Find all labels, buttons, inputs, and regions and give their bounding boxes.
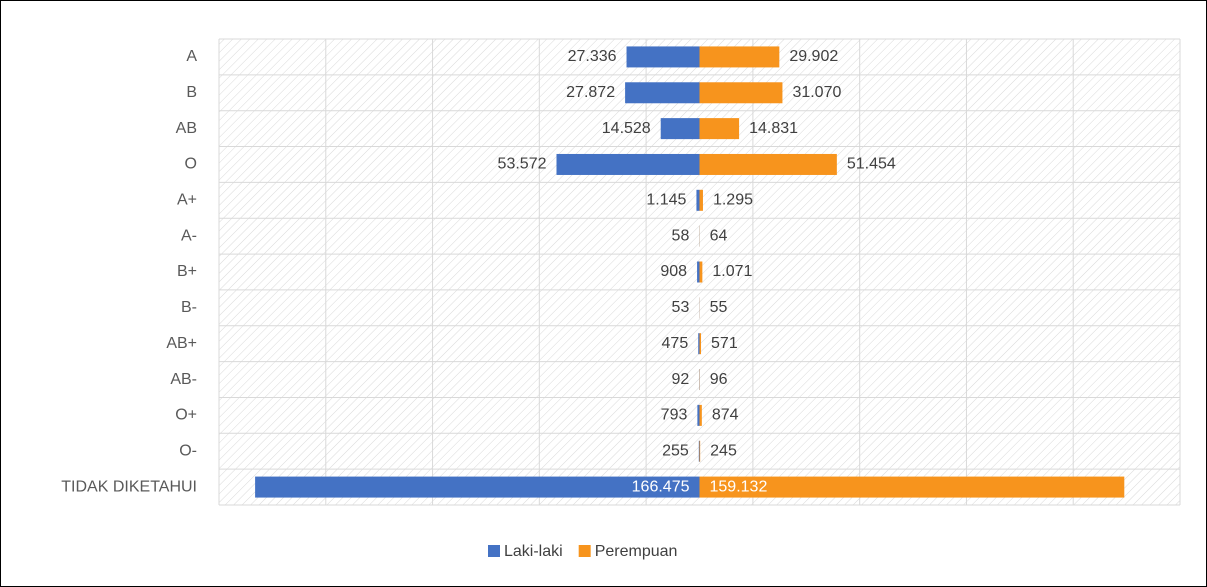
- data-label: 27.336: [568, 48, 617, 65]
- data-label: 92: [671, 371, 689, 388]
- legend-label: Laki-laki: [504, 543, 563, 560]
- bar: [699, 189, 703, 211]
- category-label: B: [186, 84, 197, 101]
- data-label: 908: [660, 263, 687, 280]
- data-label: 96: [710, 371, 728, 388]
- legend-swatch: [578, 545, 591, 557]
- category-label: AB+: [166, 335, 197, 352]
- bar: [699, 153, 837, 175]
- bar: [660, 118, 700, 140]
- data-label: 29.902: [789, 48, 838, 65]
- bar: [699, 333, 702, 355]
- bar: [626, 46, 700, 68]
- data-label: 58: [672, 227, 690, 244]
- bar: [696, 189, 700, 211]
- data-label: 475: [662, 335, 689, 352]
- category-label: A+: [177, 192, 197, 209]
- bar: [697, 261, 700, 283]
- category-label: AB: [176, 120, 197, 137]
- bar: [699, 476, 1125, 498]
- bar: [699, 118, 740, 140]
- bar: [698, 333, 700, 355]
- data-label: 53: [672, 299, 690, 316]
- data-label: 31.070: [792, 84, 841, 101]
- data-label: 571: [711, 335, 738, 352]
- category-label: B-: [181, 299, 197, 316]
- data-label: 1.295: [713, 192, 753, 209]
- category-label: A: [186, 48, 197, 65]
- bar: [699, 404, 702, 426]
- bar: [697, 404, 700, 426]
- data-label: 51.454: [847, 156, 896, 173]
- category-label: AB-: [170, 371, 197, 388]
- data-label: 166.475: [632, 478, 690, 495]
- bar: [699, 440, 701, 462]
- category-label: O+: [175, 407, 197, 424]
- bar: [556, 153, 700, 175]
- data-label: 14.831: [749, 120, 798, 137]
- bar: [255, 476, 700, 498]
- bar: [699, 46, 780, 68]
- category-label: TIDAK DIKETAHUI: [61, 478, 197, 495]
- category-label: O: [185, 156, 197, 173]
- category-label: B+: [177, 263, 197, 280]
- data-label: 874: [712, 407, 739, 424]
- legend-swatch: [488, 545, 500, 557]
- data-label: 245: [710, 442, 737, 459]
- data-label: 53.572: [498, 156, 547, 173]
- category-label: A-: [181, 227, 197, 244]
- data-label: 159.132: [710, 478, 768, 495]
- data-label: 55: [710, 299, 728, 316]
- bar: [699, 261, 703, 283]
- data-label: 1.145: [646, 192, 686, 209]
- category-label: O-: [179, 442, 197, 459]
- data-label: 64: [710, 227, 728, 244]
- data-label: 1.071: [712, 263, 752, 280]
- bar: [698, 440, 700, 462]
- data-label: 255: [662, 442, 689, 459]
- bar: [625, 82, 700, 104]
- data-label: 14.528: [602, 120, 651, 137]
- data-label: 27.872: [566, 84, 615, 101]
- legend-label: Perempuan: [595, 543, 678, 560]
- data-label: 793: [661, 407, 688, 424]
- bar: [699, 82, 783, 104]
